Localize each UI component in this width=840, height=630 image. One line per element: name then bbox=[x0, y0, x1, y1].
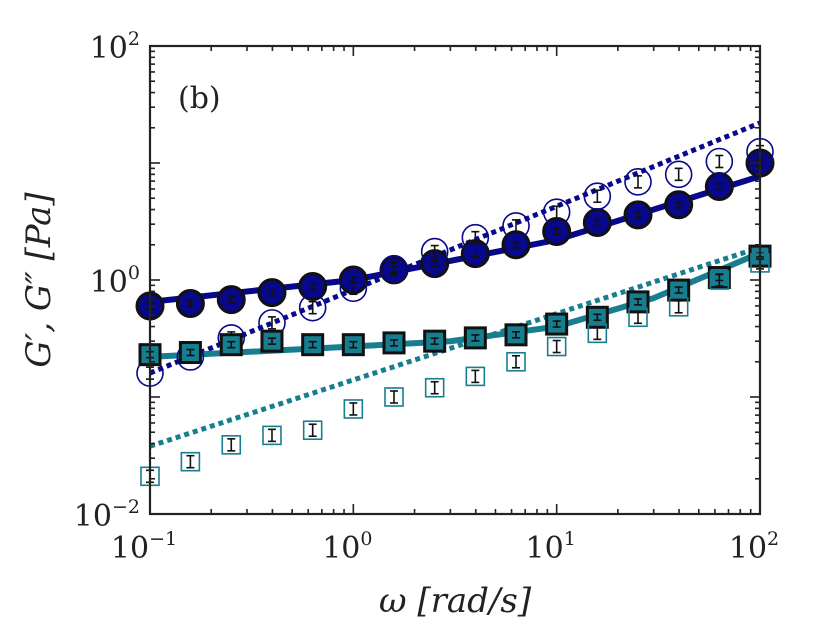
error-bar bbox=[308, 282, 317, 291]
point bbox=[339, 274, 368, 303]
error-bar bbox=[634, 175, 643, 189]
error-bar bbox=[634, 211, 643, 219]
point bbox=[542, 198, 571, 226]
point bbox=[628, 307, 648, 328]
error-bar bbox=[267, 337, 276, 345]
error-bar bbox=[634, 310, 643, 325]
error-bar bbox=[552, 339, 561, 354]
error-bar bbox=[552, 320, 561, 328]
fit-line-2 bbox=[149, 120, 761, 376]
point bbox=[298, 293, 327, 322]
error-bar bbox=[430, 337, 439, 345]
error-bar bbox=[512, 354, 521, 369]
x-tick-label: 102 bbox=[729, 528, 779, 566]
error-bar bbox=[186, 454, 195, 469]
error-bar bbox=[715, 273, 724, 287]
panel-label: (b) bbox=[178, 81, 221, 116]
point bbox=[583, 182, 612, 211]
error-bar bbox=[349, 402, 358, 416]
point bbox=[587, 323, 608, 344]
data-points bbox=[135, 137, 775, 487]
point bbox=[221, 435, 242, 455]
error-bar bbox=[349, 281, 358, 296]
y-axis-label-text: G′, G″ [Pa] bbox=[19, 192, 59, 368]
x-tick-label: 10−1 bbox=[111, 528, 177, 566]
fit-line-1 bbox=[149, 173, 761, 305]
point bbox=[424, 377, 445, 398]
x-tick-label: 101 bbox=[526, 528, 576, 566]
error-bar bbox=[267, 288, 276, 297]
point bbox=[546, 336, 567, 357]
point bbox=[664, 160, 693, 189]
error-bar bbox=[593, 189, 602, 204]
y-tick-label: 10−2 bbox=[74, 496, 140, 534]
x-axis-label: ω [rad/s] bbox=[379, 581, 532, 621]
point bbox=[624, 168, 652, 196]
error-bar bbox=[308, 423, 317, 438]
x-axis-label-text: ω [rad/s] bbox=[379, 581, 532, 621]
error-bar bbox=[390, 339, 399, 347]
error-bar bbox=[634, 298, 643, 306]
error-bar bbox=[715, 182, 724, 191]
point bbox=[384, 387, 404, 407]
error-bar bbox=[552, 205, 561, 219]
y-tick-label: 102 bbox=[90, 28, 140, 66]
error-bar bbox=[186, 299, 195, 308]
series-2 bbox=[136, 137, 774, 387]
series-1 bbox=[135, 148, 775, 321]
error-bar bbox=[267, 316, 276, 330]
error-bar bbox=[512, 219, 521, 233]
point bbox=[506, 351, 526, 372]
y-tick-label: 100 bbox=[90, 262, 140, 300]
point bbox=[180, 451, 201, 472]
point bbox=[420, 237, 449, 266]
series-3 bbox=[138, 244, 772, 367]
error-bar bbox=[186, 348, 195, 357]
point bbox=[709, 270, 730, 290]
point bbox=[380, 254, 408, 283]
error-bar bbox=[430, 259, 439, 268]
error-bar bbox=[715, 154, 724, 169]
error-bar bbox=[308, 300, 317, 315]
error-bar bbox=[674, 200, 683, 209]
error-bar bbox=[430, 380, 439, 395]
error-bar bbox=[471, 369, 480, 384]
error-bar bbox=[593, 218, 602, 227]
error-bar bbox=[390, 390, 399, 404]
error-bar bbox=[593, 326, 602, 341]
error-bar bbox=[267, 428, 276, 443]
error-bar bbox=[512, 331, 521, 339]
error-bar bbox=[674, 286, 683, 294]
point bbox=[668, 297, 689, 317]
error-bar bbox=[390, 261, 399, 276]
x-tick-label: 100 bbox=[322, 528, 372, 566]
fit-line-4 bbox=[149, 245, 761, 449]
point bbox=[461, 223, 490, 252]
point bbox=[705, 147, 734, 176]
point bbox=[343, 399, 364, 419]
error-bar bbox=[552, 227, 561, 236]
error-bar bbox=[227, 438, 236, 452]
error-bar bbox=[674, 167, 683, 182]
point bbox=[262, 425, 282, 446]
point bbox=[502, 212, 530, 240]
error-bar bbox=[471, 230, 480, 245]
error-bar bbox=[349, 340, 358, 349]
error-bar bbox=[593, 313, 602, 322]
error-bar bbox=[227, 340, 236, 349]
y-axis-label: G′, G″ [Pa] bbox=[19, 192, 59, 368]
error-bar bbox=[308, 340, 317, 349]
error-bar bbox=[674, 300, 683, 314]
error-bar bbox=[512, 240, 521, 249]
error-bar bbox=[471, 334, 480, 342]
error-bar bbox=[430, 244, 439, 259]
point bbox=[302, 420, 323, 441]
point bbox=[465, 366, 486, 387]
error-bar bbox=[227, 295, 236, 304]
axes: 10−1 100 101 102 10−2 100 102 bbox=[74, 28, 779, 566]
